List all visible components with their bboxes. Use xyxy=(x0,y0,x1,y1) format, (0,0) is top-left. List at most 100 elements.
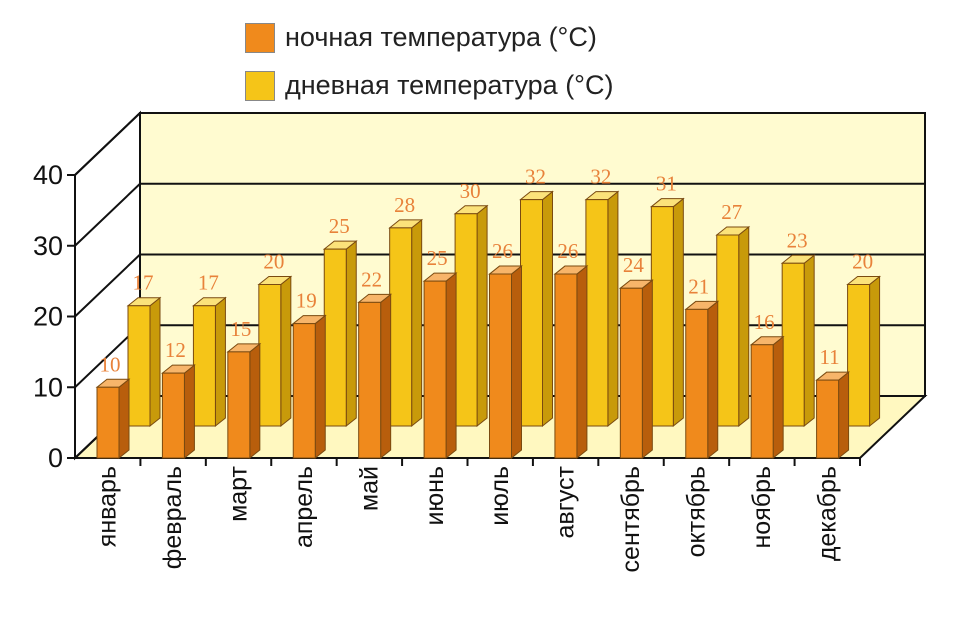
bar-day-8-front xyxy=(650,206,674,427)
data-label-day-10: 23 xyxy=(787,228,808,252)
x-tick-label-6: июль xyxy=(486,466,514,526)
bar-night-10 xyxy=(749,335,785,460)
data-label-night-8: 24 xyxy=(623,253,645,277)
bar-day-5-side xyxy=(476,204,488,428)
bar-night-6-side xyxy=(511,265,522,460)
bar-day-10-front xyxy=(781,262,805,427)
x-tick-label-11: декабрь xyxy=(813,466,841,561)
bar-night-7 xyxy=(553,265,589,460)
bar-day-9 xyxy=(715,225,751,428)
x-tick-label-8: сентябрь xyxy=(617,466,645,572)
bar-night-0 xyxy=(95,378,131,460)
bar-day-1-front xyxy=(192,305,216,427)
x-tick-label-7: август xyxy=(552,465,580,538)
data-label-night-6: 26 xyxy=(492,239,513,263)
legend-item-night: ночная температура (°C) xyxy=(245,22,597,53)
data-label-night-11: 11 xyxy=(819,345,839,369)
bar-night-8-front xyxy=(619,287,643,459)
x-tick-label-10: ноябрь xyxy=(748,466,776,549)
data-label-night-4: 22 xyxy=(361,267,382,291)
legend-item-day: дневная температура (°C) xyxy=(245,70,613,101)
bar-day-2 xyxy=(257,275,293,428)
bar-day-4 xyxy=(388,218,424,428)
legend-swatch-day xyxy=(245,70,275,101)
bar-night-2-front xyxy=(227,351,251,459)
bar-day-11 xyxy=(846,275,882,428)
x-tick-label-5: июнь xyxy=(421,466,449,526)
x-tick-label-3: апрель xyxy=(290,466,318,548)
bar-night-10-side xyxy=(772,335,784,460)
x-tick-label-1: февраль xyxy=(159,466,187,569)
x-tick-label-4: май xyxy=(355,466,383,511)
bar-day-4-side xyxy=(411,218,423,428)
bar-night-3-front xyxy=(292,323,316,459)
data-label-day-11: 20 xyxy=(852,250,873,274)
bar-night-7-side xyxy=(576,265,588,460)
bar-night-5-front xyxy=(423,280,447,459)
data-label-night-9: 21 xyxy=(688,274,709,298)
y-tick-label-10: 10 xyxy=(33,372,63,402)
bar-night-4 xyxy=(357,293,393,460)
bar-night-6-front xyxy=(489,273,512,459)
bar-night-11-front xyxy=(816,379,840,459)
bar-day-1-side xyxy=(214,296,226,428)
legend-swatch-night xyxy=(245,22,275,53)
data-label-day-6: 32 xyxy=(525,165,546,189)
data-label-day-4: 28 xyxy=(394,193,415,217)
data-label-night-0: 10 xyxy=(100,352,121,376)
bar-night-11-side xyxy=(838,371,850,460)
data-label-day-0: 17 xyxy=(133,271,154,295)
data-label-night-5: 25 xyxy=(427,246,448,270)
bar-night-5 xyxy=(422,272,458,460)
data-label-night-7: 26 xyxy=(557,239,578,263)
bar-night-4-front xyxy=(358,301,382,459)
bar-night-6 xyxy=(488,265,523,460)
bar-day-10-side xyxy=(803,254,815,428)
bar-night-9 xyxy=(684,300,720,460)
bar-night-2 xyxy=(226,342,262,460)
bar-day-7 xyxy=(584,190,620,428)
bar-day-3-side xyxy=(345,240,357,428)
bar-day-5 xyxy=(453,204,489,428)
bar-night-9-side xyxy=(707,300,719,460)
bar-day-3-front xyxy=(323,248,347,427)
y-tick-label-40: 40 xyxy=(33,160,63,190)
bar-day-11-front xyxy=(847,284,871,427)
data-label-day-2: 20 xyxy=(263,250,284,274)
y-tick-label-30: 30 xyxy=(33,231,63,261)
data-label-night-10: 16 xyxy=(754,310,775,334)
bar-night-8 xyxy=(618,279,654,460)
bar-day-7-front xyxy=(585,199,609,427)
bar-day-4-front xyxy=(389,227,413,427)
x-tick-label-2: март xyxy=(225,465,253,521)
bar-day-3 xyxy=(322,240,358,428)
bar-night-3 xyxy=(291,314,327,460)
data-label-day-7: 32 xyxy=(590,165,611,189)
bar-day-10 xyxy=(780,254,816,428)
gridline-30 xyxy=(74,182,925,247)
bar-day-8 xyxy=(649,197,685,428)
data-label-night-3: 19 xyxy=(296,289,317,313)
legend-label-day: дневная температура (°C) xyxy=(285,70,614,100)
bar-night-1-side xyxy=(183,364,195,460)
bar-day-1 xyxy=(191,296,227,428)
data-label-day-8: 31 xyxy=(656,172,677,196)
bar-day-0 xyxy=(126,296,162,428)
y-tick-label-0: 0 xyxy=(48,443,63,473)
bar-night-5-side xyxy=(445,272,457,460)
bar-day-0-front xyxy=(127,305,151,427)
data-label-night-1: 12 xyxy=(165,338,186,362)
bar-day-0-side xyxy=(149,296,161,428)
gridline-40 xyxy=(74,112,925,176)
bar-day-8-side xyxy=(672,197,684,428)
bar-night-4-side xyxy=(380,293,392,460)
bar-night-0-side xyxy=(118,378,130,460)
bar-day-5-front xyxy=(454,213,478,427)
data-label-night-2: 15 xyxy=(230,317,251,341)
legend-label-night: ночная температура (°C) xyxy=(285,22,597,52)
bar-night-2-side xyxy=(249,342,261,460)
x-tick-label-0: январь xyxy=(94,466,122,547)
data-label-day-5: 30 xyxy=(460,179,481,203)
bar-night-0-front xyxy=(96,386,120,459)
bar-day-6 xyxy=(519,190,554,428)
